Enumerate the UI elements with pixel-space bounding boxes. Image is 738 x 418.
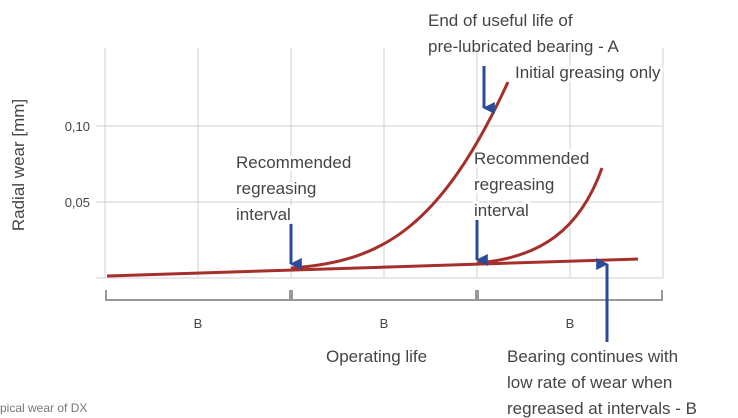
annotation: regreased at intervals - B bbox=[507, 399, 697, 418]
segment-label: B bbox=[194, 316, 203, 331]
grid bbox=[96, 48, 664, 279]
annotation: interval bbox=[474, 201, 529, 220]
segment-label: B bbox=[566, 316, 575, 331]
annotation: End of useful life of bbox=[428, 11, 573, 30]
annotation: regreasing bbox=[474, 175, 554, 194]
segment-label: B bbox=[380, 316, 389, 331]
annotation: pre-lubricated bearing - A bbox=[428, 37, 620, 56]
caption: pical wear of DX bbox=[0, 401, 87, 415]
annotation: Initial greasing only bbox=[515, 63, 661, 82]
annotation: Recommended bbox=[236, 153, 351, 172]
wear-line bbox=[106, 257, 639, 278]
wear-curve-a bbox=[290, 81, 510, 270]
y-axis-label: Radial wear [mm] bbox=[9, 99, 28, 231]
annotation: low rate of wear when bbox=[507, 373, 672, 392]
x-axis-label: Operating life bbox=[326, 347, 427, 366]
y-tick-label: 0,10 bbox=[65, 119, 90, 134]
annotation: Bearing continues with bbox=[507, 347, 678, 366]
brackets bbox=[105, 290, 663, 301]
wear-curve-b bbox=[476, 167, 604, 265]
y-tick-label: 0,05 bbox=[65, 195, 90, 210]
annotation: regreasing bbox=[236, 179, 316, 198]
annotation: interval bbox=[236, 205, 291, 224]
annotation: Recommended bbox=[474, 149, 589, 168]
